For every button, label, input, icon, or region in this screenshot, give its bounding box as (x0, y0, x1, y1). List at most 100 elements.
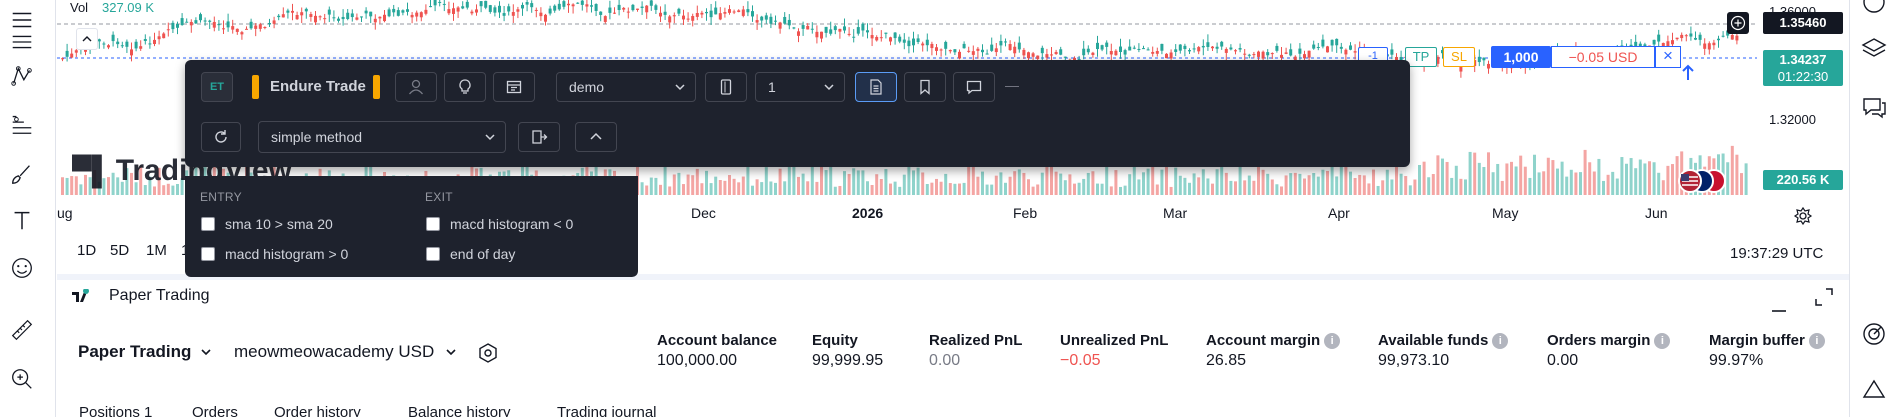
checkbox[interactable] (426, 247, 440, 261)
take-profit-button[interactable]: TP (1405, 47, 1437, 67)
clock-icon[interactable] (1858, 0, 1890, 18)
panel-divider[interactable] (57, 274, 1849, 280)
add-alert-button[interactable] (1727, 12, 1749, 34)
volume-bar (1270, 179, 1274, 195)
info-icon[interactable]: i (1492, 333, 1509, 349)
candle-body (1252, 54, 1256, 56)
time-label: ug (57, 205, 73, 221)
maximize-icon[interactable] (1813, 286, 1835, 308)
candle-body (1316, 46, 1320, 48)
checkbox[interactable] (201, 247, 215, 261)
pattern-icon[interactable] (6, 60, 38, 92)
minimize-icon[interactable] (1770, 296, 1788, 314)
bookmark-button[interactable] (904, 72, 946, 102)
collapse-legend-button[interactable] (76, 28, 98, 50)
candle-body (774, 20, 777, 22)
candle-body (383, 14, 386, 22)
bottom-tab[interactable]: Orders (192, 404, 238, 417)
method-select[interactable]: simple method (258, 121, 506, 153)
checkbox[interactable] (201, 217, 215, 231)
endure-badge[interactable]: ET (201, 72, 233, 102)
time-label: Feb (1013, 205, 1038, 221)
close-position-button[interactable]: × (1655, 46, 1681, 68)
calendar-button[interactable] (493, 72, 535, 102)
account-dropdown[interactable]: meowmeowacademy USD (234, 342, 458, 362)
candle-body (378, 16, 382, 19)
bottom-tab[interactable]: Trading journal (557, 404, 657, 417)
volume-bar (1450, 177, 1454, 195)
exit-condition-macd[interactable]: macd histogram < 0 (426, 216, 573, 232)
chat-button[interactable] (953, 72, 995, 102)
info-icon[interactable]: i (1808, 333, 1825, 349)
layers-icon[interactable] (1858, 32, 1890, 64)
document-button[interactable] (855, 72, 897, 102)
volume-bar (139, 165, 143, 195)
timeframe-5d[interactable]: 5D (110, 242, 130, 259)
candle-body (1004, 41, 1007, 43)
entry-condition-sma[interactable]: sma 10 > sma 20 (201, 216, 333, 232)
candle-body (1694, 37, 1697, 40)
export-button[interactable] (518, 122, 560, 152)
target-icon[interactable] (1858, 318, 1890, 350)
candle-body (1652, 39, 1656, 45)
chat-bubble-icon[interactable] (1858, 92, 1890, 124)
metric-label: Account margin i (1206, 332, 1341, 349)
bottom-tab[interactable]: Positions 1 (79, 404, 153, 417)
brush-icon[interactable] (6, 158, 38, 190)
bottom-tab[interactable]: Order history (274, 404, 361, 417)
candle-body (741, 9, 745, 16)
volume-bar (994, 175, 998, 195)
candle-body (580, 0, 584, 5)
entry-condition-macd[interactable]: macd histogram > 0 (201, 246, 348, 262)
ruler-icon[interactable] (6, 314, 38, 346)
zoom-icon[interactable] (6, 363, 38, 395)
mobile-button[interactable] (705, 72, 747, 102)
checkbox[interactable] (426, 217, 440, 231)
paper-trading-tab[interactable]: Paper Trading (57, 280, 257, 314)
stop-loss-button[interactable]: SL (1443, 47, 1475, 67)
triangle-icon[interactable] (1858, 374, 1890, 406)
candle-body (406, 9, 409, 12)
volume-bar (985, 184, 989, 195)
candle-body (1045, 54, 1049, 58)
candle-body (994, 48, 998, 53)
fib-icon[interactable] (6, 108, 38, 140)
candle-body (1339, 46, 1343, 49)
info-icon[interactable]: i (1654, 333, 1671, 349)
lines-icon[interactable] (6, 26, 38, 58)
settings-gear-icon[interactable] (1793, 206, 1813, 226)
broker-select[interactable]: Paper Trading (78, 342, 213, 362)
candle-body (1206, 42, 1210, 47)
bottom-tab[interactable]: Balance history (408, 404, 511, 417)
quantity-select[interactable]: 1 (755, 72, 845, 102)
timeframe-1d[interactable]: 1D (77, 242, 97, 259)
candle-body (419, 12, 423, 18)
volume-bar (1588, 162, 1592, 195)
volume-bar (971, 165, 975, 195)
account-settings-icon[interactable] (477, 342, 499, 364)
idea-button[interactable] (444, 72, 486, 102)
price-scale[interactable]: 1.36000 1.35460 1.34237 01:22:30 1.32000… (1727, 0, 1849, 230)
user-button[interactable] (395, 72, 437, 102)
refresh-button[interactable] (201, 122, 241, 152)
timeframe-1m[interactable]: 1M (146, 242, 167, 259)
info-icon[interactable]: i (1324, 333, 1341, 349)
account-select[interactable]: demo (556, 72, 696, 102)
candle-body (925, 39, 929, 46)
currency-flags-icon[interactable] (1674, 168, 1730, 194)
emoji-icon[interactable] (6, 252, 38, 284)
candle-body (847, 33, 851, 35)
volume-bar (1556, 168, 1559, 195)
candle-body (1151, 51, 1155, 54)
position-quantity[interactable]: 1,000 (1491, 46, 1551, 68)
time-axis[interactable]: ug Dec 2026 Feb Mar Apr May Jun (57, 203, 1757, 227)
volume-bar (1740, 173, 1743, 195)
volume-bar (806, 181, 810, 195)
volume-bar (1174, 167, 1178, 195)
text-icon[interactable] (6, 204, 38, 236)
candle-body (314, 15, 317, 23)
menu-icon[interactable] (6, 4, 38, 36)
collapse-panel-button[interactable] (575, 122, 617, 152)
exit-condition-eod[interactable]: end of day (426, 246, 515, 262)
utc-clock[interactable]: 19:37:29 UTC (1730, 245, 1824, 262)
